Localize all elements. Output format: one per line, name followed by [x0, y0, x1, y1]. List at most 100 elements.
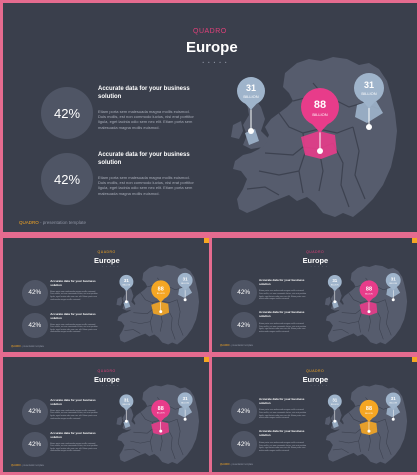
- pin-bubble: [177, 272, 193, 288]
- stat-body: Etiam porta sem malesuada magna mollis e…: [50, 409, 98, 420]
- brand-label: QUADRO: [306, 250, 325, 255]
- stat-body: Etiam porta sem malesuada magna mollis e…: [50, 290, 98, 301]
- footer-text: - presentation template: [20, 464, 45, 467]
- pin-unit: BILLION: [181, 283, 189, 285]
- stat-body: Etiam porta sem malesuada magna mollis e…: [259, 442, 307, 452]
- pin-unit: BILLION: [365, 413, 373, 415]
- stat-circle: 42%: [41, 87, 93, 139]
- map-highlight-poland: [151, 301, 170, 316]
- map-ireland: [231, 121, 243, 139]
- pin-dot: [124, 300, 128, 304]
- title-divider: • • • • •: [102, 385, 120, 388]
- map-highlight-poland: [359, 421, 378, 436]
- footer-brand: QUADRO: [19, 220, 39, 225]
- slide-4[interactable]: 31 BILLION 88 BILLION 31 BILLION QUADRO Europe •…: [3, 357, 209, 472]
- stat-body: Etiam porta sem malesuada magna mollis e…: [259, 290, 307, 301]
- pin-value: 31: [332, 278, 337, 283]
- map-highlight-poland: [151, 421, 170, 436]
- map-border: [332, 142, 350, 208]
- stat-body: Etiam porta sem malesuada magna mollis e…: [50, 442, 98, 453]
- stat-heading: Accurate data for your business solution: [50, 278, 96, 287]
- title-divider: • • • • •: [310, 385, 328, 388]
- slide-title: Europe: [186, 39, 238, 56]
- slide-footer: QUADRO - presentation template: [220, 464, 253, 466]
- map-border: [124, 448, 141, 454]
- pin-value: 88: [158, 286, 164, 292]
- map-highlight-uk: [123, 420, 131, 429]
- title-divider: • • • • •: [202, 60, 228, 65]
- pin-dot: [391, 417, 395, 421]
- stat-heading: Accurate data for your business solution: [98, 86, 190, 100]
- pin-dot: [159, 310, 163, 314]
- pin-bubble: [301, 88, 339, 126]
- stat-heading: Accurate data for your business solution: [50, 397, 96, 406]
- stat-circle: 42%: [21, 279, 48, 306]
- pin-bubble: [327, 394, 342, 409]
- slide-1[interactable]: 31 BILLION 88 BILLION 31 BILLION QUADRO Europe •…: [3, 3, 417, 232]
- map-pin-3[interactable]: 31 BILLION: [385, 272, 401, 302]
- pin-value: 31: [364, 80, 374, 90]
- pin-bubble: [359, 280, 379, 300]
- pin-unit: BILLION: [361, 91, 376, 96]
- map-border: [166, 307, 176, 340]
- pin-dot: [248, 128, 254, 134]
- pin-bubble: [354, 73, 384, 103]
- corner-marker: [412, 357, 417, 362]
- stat-circle: 42%: [230, 312, 257, 338]
- pin-value: 31: [124, 397, 129, 402]
- slide-3[interactable]: 31 BILLION 88 BILLION 31 BILLION QUADRO Europe •…: [212, 238, 417, 352]
- pin-bubble: [119, 394, 134, 409]
- map-highlight-poland: [359, 301, 378, 316]
- map-pin-3[interactable]: 31 BILLION: [177, 272, 193, 302]
- pin-unit: BILLION: [389, 283, 397, 285]
- map-ireland: [116, 296, 123, 306]
- map-border: [385, 419, 392, 455]
- pin-unit: BILLION: [243, 94, 258, 99]
- pin-dot: [366, 124, 372, 130]
- footer-text: - presentation template: [38, 220, 87, 225]
- stat-heading: Accurate data for your business solution: [98, 152, 190, 166]
- pin-value: 31: [246, 83, 256, 93]
- stat-circle: 42%: [21, 431, 48, 458]
- slide-5[interactable]: 31 BILLION 88 BILLION 31 BILLION QUADRO Europe •…: [212, 357, 417, 472]
- pin-value: 31: [183, 276, 188, 281]
- map-border: [278, 112, 354, 134]
- pin-unit: BILLION: [389, 402, 397, 404]
- pin-unit: BILLION: [312, 112, 327, 117]
- pin-dot: [391, 298, 395, 302]
- slide-footer: QUADRO - presentation template: [11, 465, 44, 467]
- slide-title: Europe: [94, 374, 120, 384]
- corner-marker: [204, 357, 209, 362]
- footer-brand: QUADRO: [219, 345, 230, 348]
- slide-footer: QUADRO - presentation template: [19, 220, 86, 225]
- pin-unit: BILLION: [331, 284, 339, 286]
- pin-value: 31: [391, 276, 396, 281]
- brand-label: QUADRO: [97, 369, 116, 374]
- pin-dot: [183, 417, 187, 421]
- brand-label: QUADRO: [306, 369, 325, 374]
- stat-circle: 42%: [41, 153, 93, 205]
- footer-text: - presentation template: [20, 345, 45, 348]
- pin-bubble: [177, 392, 193, 408]
- pin-bubble: [151, 280, 171, 300]
- pin-dot: [333, 300, 337, 304]
- stat-circle: 42%: [21, 312, 48, 339]
- slide-2[interactable]: 31 BILLION 88 BILLION 31 BILLION QUADRO Europe •…: [3, 238, 209, 352]
